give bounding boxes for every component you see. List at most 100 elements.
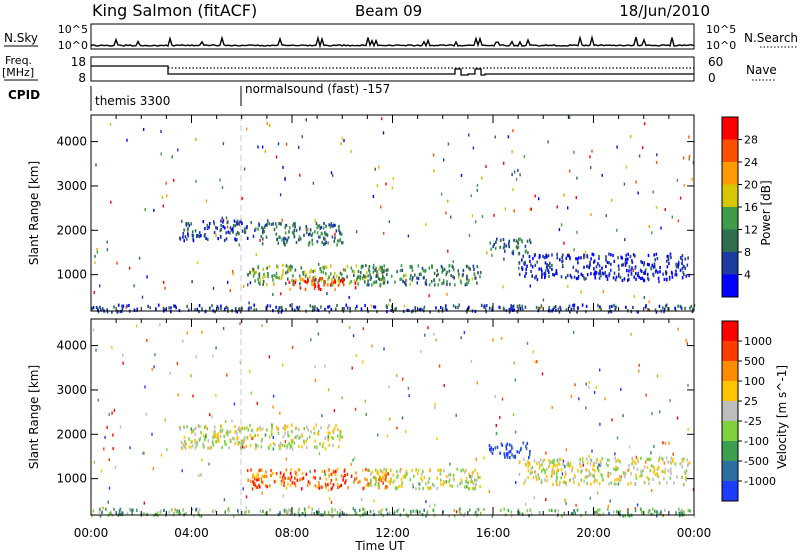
data-cell	[246, 283, 249, 287]
data-cell	[627, 510, 629, 514]
data-cell	[500, 508, 502, 513]
data-cell	[314, 305, 316, 309]
data-cell	[537, 473, 540, 477]
data-cell	[279, 193, 282, 197]
data-cell	[262, 229, 264, 233]
data-cell	[310, 511, 313, 515]
data-cell	[303, 427, 305, 431]
data-cell	[264, 274, 266, 278]
data-cell	[282, 426, 285, 430]
data-cell	[284, 428, 286, 432]
data-cell	[502, 246, 505, 250]
data-cell	[508, 239, 510, 243]
data-cell	[280, 277, 283, 281]
data-cell	[648, 481, 650, 486]
data-cell	[222, 326, 225, 330]
data-cell	[166, 194, 168, 198]
data-cell	[185, 442, 187, 446]
data-cell	[585, 304, 588, 308]
data-cell	[132, 508, 134, 512]
data-cell	[588, 469, 590, 473]
data-cell	[610, 310, 613, 314]
data-cell	[262, 279, 265, 284]
data-cell	[321, 277, 324, 281]
data-cell	[593, 390, 596, 394]
data-cell	[622, 414, 624, 418]
data-cell	[553, 305, 556, 310]
data-cell	[246, 436, 249, 440]
data-cell	[245, 506, 247, 510]
data-cell	[261, 225, 263, 230]
data-cell	[647, 510, 650, 514]
data-cell	[202, 434, 205, 438]
data-cell	[191, 508, 194, 512]
data-cell	[439, 468, 441, 472]
data-cell	[468, 233, 471, 237]
data-cell	[524, 262, 526, 266]
data-cell	[396, 486, 398, 490]
data-cell	[541, 272, 543, 276]
data-cell	[609, 499, 611, 503]
data-cell	[500, 442, 503, 446]
data-cell	[627, 508, 629, 512]
data-cell	[241, 196, 243, 200]
data-cell	[99, 514, 102, 518]
data-cell	[483, 456, 485, 460]
data-cell	[532, 350, 534, 354]
data-cell	[321, 240, 324, 244]
data-cell	[309, 228, 312, 232]
data-cell	[362, 264, 364, 268]
data-cell	[607, 463, 609, 468]
data-cell	[536, 277, 539, 282]
data-cell	[258, 469, 260, 473]
data-cell	[655, 160, 658, 164]
data-cell	[291, 440, 293, 444]
data-cell	[680, 305, 682, 309]
data-cell	[321, 445, 324, 449]
data-cell	[121, 304, 123, 308]
data-cell	[321, 485, 324, 489]
data-cell	[599, 422, 601, 426]
data-cell	[681, 508, 683, 513]
data-cell	[279, 511, 281, 515]
data-cell	[518, 272, 521, 277]
data-cell	[392, 177, 394, 181]
data-cell	[266, 428, 268, 432]
data-cell	[182, 339, 184, 343]
data-cell	[229, 226, 232, 230]
data-cell	[386, 512, 389, 516]
data-cell	[395, 307, 397, 311]
data-cell	[204, 227, 206, 231]
data-cell	[425, 500, 427, 504]
data-cell	[248, 301, 250, 305]
data-cell	[322, 266, 325, 270]
data-cell	[517, 237, 520, 241]
data-cell	[232, 230, 234, 234]
data-cell	[418, 273, 421, 277]
data-cell	[598, 276, 601, 280]
data-cell	[663, 310, 665, 314]
data-cell	[324, 280, 327, 284]
data-cell	[309, 275, 311, 279]
data-cell	[191, 280, 193, 284]
data-cell	[143, 127, 145, 131]
data-cell	[354, 286, 357, 290]
data-cell	[616, 478, 618, 482]
data-cell	[380, 205, 382, 209]
data-cell	[257, 434, 259, 438]
data-cell	[280, 482, 283, 486]
data-cell	[677, 262, 680, 266]
data-cell	[304, 274, 307, 278]
data-cell	[329, 481, 332, 485]
data-cell	[119, 425, 122, 429]
data-cell	[386, 280, 389, 284]
data-cell	[570, 512, 573, 516]
data-cell	[461, 274, 464, 278]
data-cell	[440, 482, 442, 486]
data-cell	[585, 457, 588, 461]
data-cell	[385, 182, 387, 186]
data-cell	[599, 269, 601, 273]
data-cell	[417, 481, 420, 486]
data-cell	[342, 475, 345, 479]
data-cell	[687, 256, 689, 260]
